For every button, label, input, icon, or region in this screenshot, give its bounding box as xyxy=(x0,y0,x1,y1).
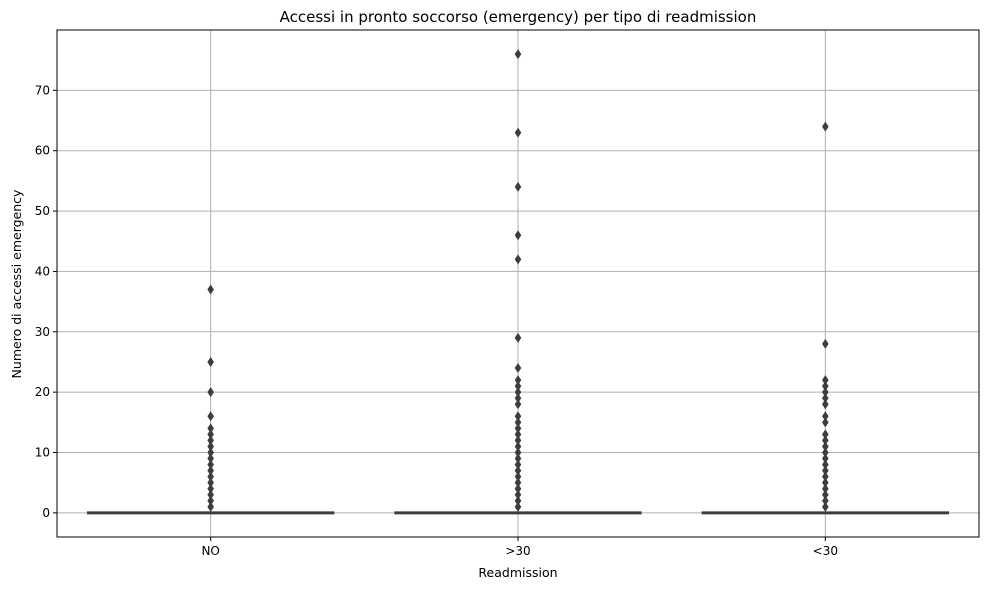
outlier-point xyxy=(822,387,829,398)
y-tick-label: 40 xyxy=(35,264,50,278)
outlier-point xyxy=(822,483,829,494)
y-axis-label: Numero di accessi emergency xyxy=(9,189,24,378)
outlier-point xyxy=(822,121,829,132)
outlier-point xyxy=(822,489,829,500)
outlier-point xyxy=(514,483,522,494)
y-tick-label: 60 xyxy=(35,144,50,158)
y-tick-label: 30 xyxy=(35,325,50,339)
outlier-point xyxy=(514,441,522,452)
outlier-point xyxy=(822,429,829,440)
outlier-point xyxy=(822,477,829,488)
outlier-point xyxy=(822,501,829,512)
outlier-point xyxy=(514,423,522,434)
x-axis-ticks: NO >30 <30 xyxy=(201,537,838,558)
outlier-point xyxy=(514,477,522,488)
outlier-point xyxy=(514,363,522,373)
outlier-point xyxy=(822,393,829,404)
outlier-point xyxy=(514,127,522,138)
chart-title: Accessi in pronto soccorso (emergency) p… xyxy=(280,8,757,26)
outlier-point xyxy=(822,453,829,464)
outlier-point xyxy=(207,501,214,512)
outlier-point xyxy=(514,495,522,506)
outlier-point xyxy=(207,441,214,452)
outlier-point xyxy=(514,381,522,392)
outlier-point xyxy=(207,284,214,295)
outlier-point xyxy=(822,459,829,470)
outlier-point xyxy=(207,429,214,440)
outlier-point xyxy=(822,465,829,476)
outlier-point xyxy=(207,423,214,434)
outlier-point xyxy=(822,399,829,410)
outlier-point xyxy=(514,399,522,410)
outlier-point xyxy=(514,471,522,482)
outlier-point xyxy=(822,435,829,446)
outlier-points xyxy=(207,49,829,512)
outlier-point xyxy=(207,453,214,464)
outlier-point xyxy=(822,447,829,458)
x-tick-label: >30 xyxy=(505,544,530,558)
x-tick-label: <30 xyxy=(813,544,838,558)
outlier-point xyxy=(514,387,522,398)
outlier-point xyxy=(207,471,214,482)
outlier-point xyxy=(822,411,829,422)
outlier-point xyxy=(822,338,829,349)
y-tick-label: 70 xyxy=(35,83,50,97)
outlier-point xyxy=(514,375,522,386)
outlier-point xyxy=(514,429,522,440)
outlier-point xyxy=(514,230,522,241)
x-axis-label: Readmission xyxy=(478,565,557,580)
outlier-point xyxy=(514,465,522,476)
outlier-point xyxy=(207,435,214,446)
outlier-point xyxy=(514,459,522,470)
outlier-point xyxy=(514,49,522,60)
outlier-point xyxy=(822,471,829,482)
outlier-point xyxy=(207,356,214,367)
y-tick-label: 10 xyxy=(35,446,50,460)
outlier-point xyxy=(207,489,214,500)
outlier-point xyxy=(207,495,214,506)
boxes xyxy=(86,511,950,515)
outlier-point xyxy=(822,381,829,392)
outlier-point xyxy=(514,489,522,500)
outlier-point xyxy=(514,254,522,265)
outlier-point xyxy=(822,375,829,386)
outlier-point xyxy=(207,483,214,494)
x-tick-label: NO xyxy=(201,544,219,558)
outlier-point xyxy=(514,417,522,428)
outlier-point xyxy=(822,417,829,428)
outlier-point xyxy=(207,477,214,488)
outlier-point xyxy=(207,447,214,458)
outlier-point xyxy=(207,411,214,422)
outlier-point xyxy=(207,387,214,398)
y-tick-label: 50 xyxy=(35,204,50,218)
outlier-point xyxy=(822,495,829,506)
outlier-point xyxy=(514,435,522,446)
outlier-point xyxy=(514,393,522,404)
y-tick-label: 0 xyxy=(42,506,50,520)
outlier-point xyxy=(207,459,214,470)
outlier-point xyxy=(514,501,522,512)
outlier-point xyxy=(514,411,522,422)
outlier-point xyxy=(822,441,829,452)
outlier-point xyxy=(514,332,522,343)
y-tick-label: 20 xyxy=(35,385,50,399)
y-axis-ticks: 0 10 20 30 40 50 60 70 xyxy=(35,83,57,520)
outlier-point xyxy=(207,465,214,476)
outlier-point xyxy=(514,181,522,192)
outlier-point xyxy=(514,447,522,458)
outlier-point xyxy=(514,453,522,464)
